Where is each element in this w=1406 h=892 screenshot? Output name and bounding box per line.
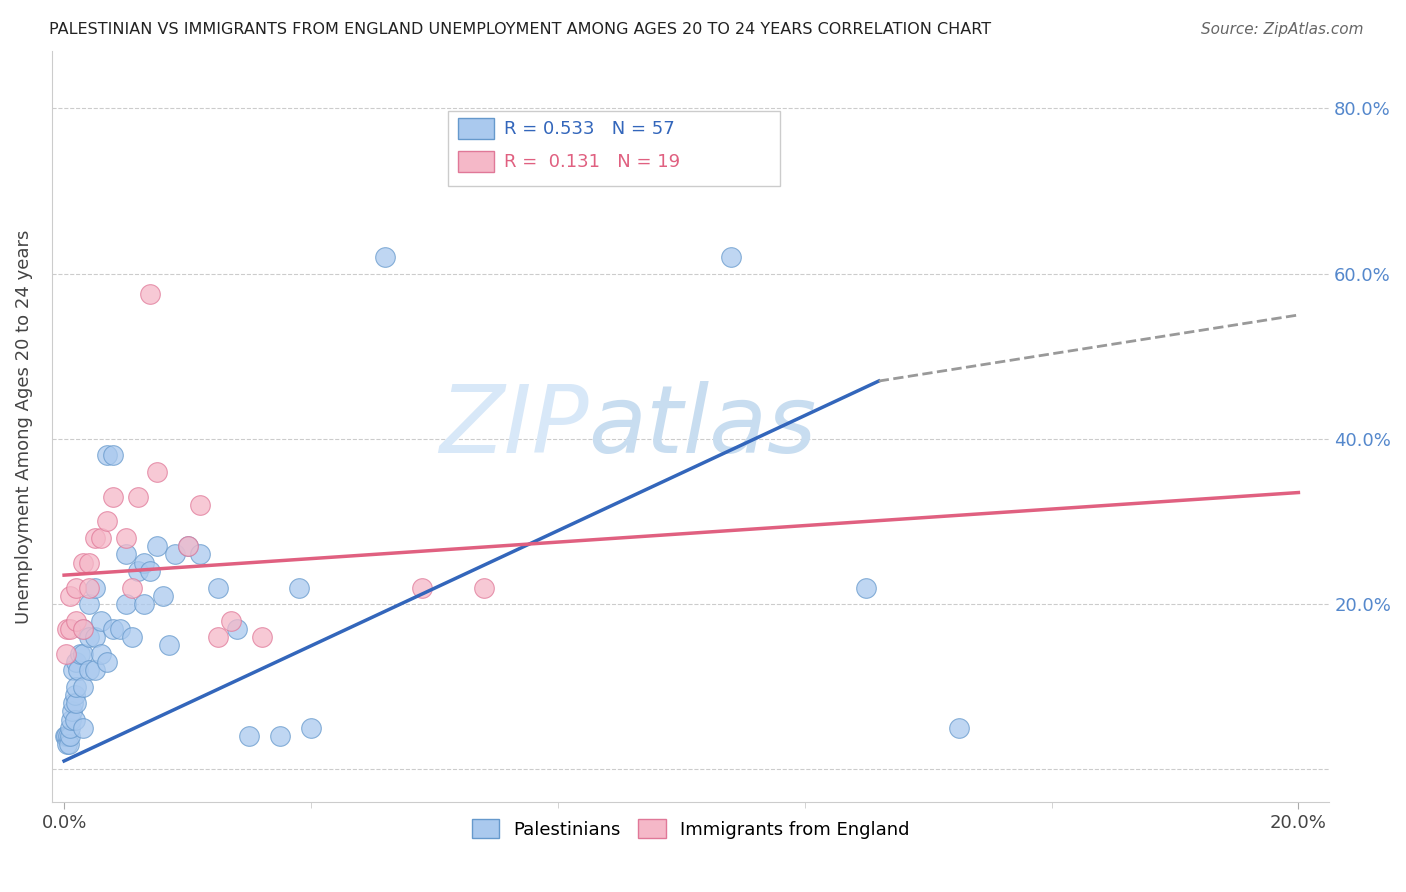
FancyBboxPatch shape <box>458 119 494 139</box>
Point <box>96 449 118 463</box>
Point <box>121 581 143 595</box>
Point <box>56 622 79 636</box>
Point <box>84 581 107 595</box>
Point <box>72 680 94 694</box>
Point <box>472 581 495 595</box>
Text: R = 0.533   N = 57: R = 0.533 N = 57 <box>503 120 675 138</box>
Point <box>58 738 80 752</box>
Point <box>58 729 80 743</box>
Point <box>90 647 112 661</box>
Point <box>90 614 112 628</box>
Point <box>103 490 125 504</box>
Point <box>59 729 82 743</box>
Point <box>62 696 84 710</box>
Point <box>59 622 82 636</box>
Point <box>855 581 877 595</box>
Point <box>411 581 433 595</box>
Point <box>720 250 742 264</box>
Point <box>59 589 82 603</box>
Point <box>72 721 94 735</box>
Point <box>62 663 84 677</box>
Point <box>96 655 118 669</box>
Text: Source: ZipAtlas.com: Source: ZipAtlas.com <box>1201 22 1364 37</box>
Point <box>374 250 396 264</box>
Point <box>66 663 89 677</box>
Point <box>77 581 100 595</box>
Point <box>63 688 86 702</box>
Point <box>121 630 143 644</box>
Point <box>69 647 91 661</box>
Point <box>108 622 131 636</box>
FancyBboxPatch shape <box>458 152 494 172</box>
Point <box>127 490 149 504</box>
Legend: Palestinians, Immigrants from England: Palestinians, Immigrants from England <box>464 812 917 846</box>
Point <box>65 614 87 628</box>
Point <box>188 548 211 562</box>
Point <box>948 721 970 735</box>
Point <box>165 548 187 562</box>
Point <box>65 680 87 694</box>
Point <box>299 721 322 735</box>
Point <box>56 738 79 752</box>
Point <box>72 622 94 636</box>
Text: PALESTINIAN VS IMMIGRANTS FROM ENGLAND UNEMPLOYMENT AMONG AGES 20 TO 24 YEARS CO: PALESTINIAN VS IMMIGRANTS FROM ENGLAND U… <box>49 22 991 37</box>
Point <box>188 498 211 512</box>
Point <box>207 630 229 644</box>
Point <box>139 287 162 301</box>
Point <box>60 713 83 727</box>
Point <box>176 539 198 553</box>
Point <box>238 729 260 743</box>
Point <box>145 539 167 553</box>
Point <box>157 638 180 652</box>
Point <box>103 449 125 463</box>
Point <box>77 597 100 611</box>
Point <box>152 589 174 603</box>
Point <box>84 663 107 677</box>
Point <box>53 729 76 743</box>
Point <box>103 622 125 636</box>
Point <box>77 556 100 570</box>
Point <box>269 729 291 743</box>
Point <box>55 729 77 743</box>
Point <box>145 465 167 479</box>
Point <box>65 581 87 595</box>
Point <box>114 531 136 545</box>
Point <box>225 622 247 636</box>
Point <box>96 515 118 529</box>
Point <box>72 556 94 570</box>
Point <box>134 556 156 570</box>
Point <box>60 705 83 719</box>
Text: atlas: atlas <box>588 381 817 472</box>
Y-axis label: Unemployment Among Ages 20 to 24 years: Unemployment Among Ages 20 to 24 years <box>15 229 32 624</box>
Point <box>114 597 136 611</box>
Point <box>72 647 94 661</box>
Point <box>176 539 198 553</box>
Point <box>287 581 309 595</box>
Point <box>63 713 86 727</box>
Point <box>134 597 156 611</box>
Point <box>114 548 136 562</box>
Point <box>219 614 242 628</box>
Point <box>250 630 273 644</box>
Text: R =  0.131   N = 19: R = 0.131 N = 19 <box>503 153 681 171</box>
Point <box>59 721 82 735</box>
Point <box>139 564 162 578</box>
FancyBboxPatch shape <box>447 111 780 186</box>
Point <box>65 655 87 669</box>
Point <box>72 622 94 636</box>
Point <box>207 581 229 595</box>
Point <box>65 696 87 710</box>
Text: ZIP: ZIP <box>439 381 588 472</box>
Point <box>127 564 149 578</box>
Point <box>90 531 112 545</box>
Point <box>84 531 107 545</box>
Point <box>77 663 100 677</box>
Point <box>55 647 77 661</box>
Point <box>77 630 100 644</box>
Point <box>84 630 107 644</box>
